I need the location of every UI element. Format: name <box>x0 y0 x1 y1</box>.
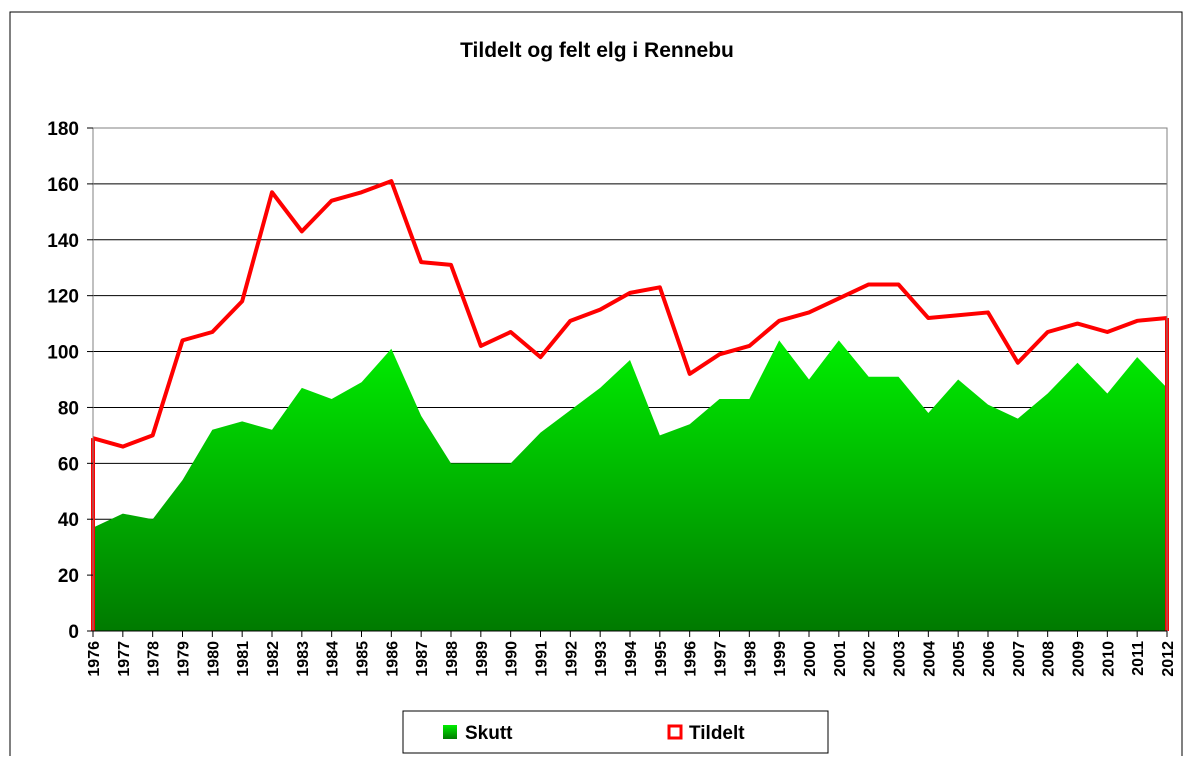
x-tick-label: 1999 <box>772 641 789 677</box>
y-tick-label: 20 <box>58 566 79 587</box>
x-tick-label: 1991 <box>534 641 551 677</box>
x-tick-label: 1996 <box>683 641 700 677</box>
legend-box <box>402 710 829 754</box>
x-tick-label: 2010 <box>1100 641 1117 677</box>
x-tick-label: 2005 <box>951 641 968 677</box>
x-tick-label: 2007 <box>1011 641 1028 677</box>
x-tick-label: 2008 <box>1041 641 1058 677</box>
y-tick-label: 140 <box>47 231 79 252</box>
x-tick-label: 1986 <box>384 641 401 677</box>
chart-title: Tildelt og felt elg i Rennebu <box>460 39 734 62</box>
legend-swatch <box>667 724 683 740</box>
chart-frame <box>9 11 1183 761</box>
y-tick-label: 40 <box>58 510 79 531</box>
x-tick-label: 2002 <box>862 641 879 677</box>
axes: 0 20 40 60 80 100 120 140 160 180 1976 1977 1978 1979… <box>47 119 1177 677</box>
x-tick-label: 2011 <box>1130 641 1147 676</box>
legend-label: Skutt <box>465 723 513 744</box>
y-tick-label: 0 <box>68 622 79 643</box>
x-tick-label: 2009 <box>1071 641 1088 677</box>
x-tick-label: 2003 <box>892 641 909 677</box>
legend-swatch <box>443 725 457 739</box>
x-tick-label: 1982 <box>265 641 282 677</box>
x-tick-label: 1976 <box>86 641 103 677</box>
x-tick-label: 1989 <box>474 641 491 677</box>
x-tick-label: 1980 <box>205 641 222 677</box>
x-tick-label: 1988 <box>444 641 461 677</box>
x-tick-label: 2004 <box>921 641 938 677</box>
legend-label: Tildelt <box>689 723 745 744</box>
x-tick-label: 1977 <box>116 641 133 677</box>
y-tick-label: 100 <box>47 343 79 364</box>
area <box>93 340 1167 631</box>
x-tick-label: 2006 <box>981 641 998 677</box>
x-tick-label: 2012 <box>1160 641 1177 677</box>
y-tick-label: 120 <box>47 287 79 308</box>
x-tick-label: 1985 <box>355 641 372 677</box>
x-tick-label: 1983 <box>295 641 312 677</box>
x-tick-label: 1984 <box>325 641 342 677</box>
line <box>92 179 1168 449</box>
y-tick-label: 180 <box>47 119 79 140</box>
x-tick-label: 1992 <box>563 641 580 677</box>
y-tick-label: 160 <box>47 175 79 196</box>
x-tick-label: 2000 <box>802 641 819 677</box>
x-tick-label: 1997 <box>713 641 730 677</box>
x-tick-label: 2001 <box>832 641 849 677</box>
y-tick-label: 60 <box>58 454 79 475</box>
x-tick-label: 1990 <box>504 641 521 677</box>
legend: Skutt Tildelt <box>443 723 745 744</box>
x-tick-label: 1978 <box>146 641 163 677</box>
y-tick-label: 80 <box>58 398 79 419</box>
x-tick-label: 1998 <box>742 641 759 677</box>
x-tick-label: 1979 <box>176 641 193 677</box>
x-tick-label: 1993 <box>593 641 610 677</box>
x-tick-label: 1994 <box>623 641 640 677</box>
x-tick-label: 1995 <box>653 641 670 677</box>
x-tick-label: 1981 <box>235 641 252 677</box>
x-tick-label: 1987 <box>414 641 431 677</box>
